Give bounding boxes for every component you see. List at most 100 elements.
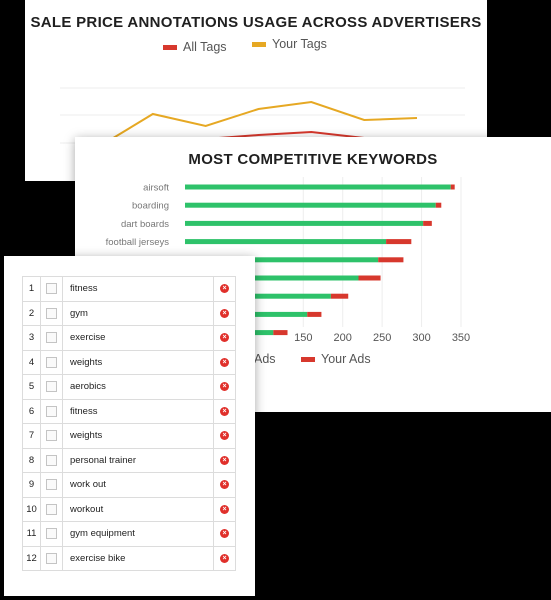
delete-cell[interactable]: × xyxy=(214,399,236,424)
table-row[interactable]: 1 fitness × xyxy=(23,277,236,302)
delete-icon[interactable]: × xyxy=(220,480,229,489)
bar-your-ads xyxy=(386,239,411,244)
delete-cell[interactable]: × xyxy=(214,522,236,547)
delete-cell[interactable]: × xyxy=(214,448,236,473)
delete-icon[interactable]: × xyxy=(220,505,229,514)
legend-item-ads: Ads xyxy=(254,352,276,366)
delete-cell[interactable]: × xyxy=(214,375,236,400)
bar-your-ads xyxy=(378,257,403,262)
table-row[interactable]: 2 gym × xyxy=(23,301,236,326)
delete-icon[interactable]: × xyxy=(220,284,229,293)
x-tick-label: 350 xyxy=(452,332,470,344)
table-row[interactable]: 8 personal trainer × xyxy=(23,448,236,473)
keyword-text: fitness xyxy=(63,399,214,424)
row-number: 9 xyxy=(23,473,41,498)
row-number: 8 xyxy=(23,448,41,473)
x-tick-label: 300 xyxy=(412,332,430,344)
table-row[interactable]: 10 workout × xyxy=(23,497,236,522)
table-row[interactable]: 9 work out × xyxy=(23,473,236,498)
table-row[interactable]: 3 exercise × xyxy=(23,326,236,351)
delete-icon[interactable]: × xyxy=(220,554,229,563)
keyword-table-card: 1 fitness × 2 gym × 3 exercise × 4 weights × 5 aerobi… xyxy=(4,256,255,596)
row-checkbox-cell[interactable] xyxy=(41,522,63,547)
table-row[interactable]: 6 fitness × xyxy=(23,399,236,424)
delete-icon[interactable]: × xyxy=(220,407,229,416)
category-label: boarding xyxy=(132,201,169,212)
delete-cell[interactable]: × xyxy=(214,277,236,302)
row-checkbox-cell[interactable] xyxy=(41,375,63,400)
table-row[interactable]: 12 exercise bike × xyxy=(23,546,236,571)
keyword-table: 1 fitness × 2 gym × 3 exercise × 4 weights × 5 aerobi… xyxy=(22,276,236,571)
delete-icon[interactable]: × xyxy=(220,333,229,342)
row-checkbox-cell[interactable] xyxy=(41,350,63,375)
row-checkbox-cell[interactable] xyxy=(41,497,63,522)
row-checkbox[interactable] xyxy=(46,553,57,564)
table-row[interactable]: 11 gym equipment × xyxy=(23,522,236,547)
table-row[interactable]: 5 aerobics × xyxy=(23,375,236,400)
delete-icon[interactable]: × xyxy=(220,382,229,391)
delete-cell[interactable]: × xyxy=(214,350,236,375)
row-number: 11 xyxy=(23,522,41,547)
row-checkbox-cell[interactable] xyxy=(41,473,63,498)
delete-cell[interactable]: × xyxy=(214,473,236,498)
legend-label-ads: Ads xyxy=(254,352,276,366)
keyword-text: weights xyxy=(63,424,214,449)
x-tick-label: 150 xyxy=(294,332,312,344)
row-checkbox[interactable] xyxy=(46,381,57,392)
row-checkbox[interactable] xyxy=(46,406,57,417)
row-checkbox[interactable] xyxy=(46,283,57,294)
row-checkbox[interactable] xyxy=(46,308,57,319)
keyword-text: fitness xyxy=(63,277,214,302)
delete-icon[interactable]: × xyxy=(220,456,229,465)
row-checkbox[interactable] xyxy=(46,455,57,466)
bar-your-ads xyxy=(358,276,380,281)
row-checkbox-cell[interactable] xyxy=(41,546,63,571)
bar-your-ads xyxy=(423,221,432,226)
delete-icon[interactable]: × xyxy=(220,309,229,318)
delete-icon[interactable]: × xyxy=(220,358,229,367)
row-number: 12 xyxy=(23,546,41,571)
keyword-text: weights xyxy=(63,350,214,375)
row-checkbox[interactable] xyxy=(46,479,57,490)
row-checkbox-cell[interactable] xyxy=(41,399,63,424)
row-number: 3 xyxy=(23,326,41,351)
category-label: airsoft xyxy=(143,183,169,194)
row-checkbox[interactable] xyxy=(46,504,57,515)
keyword-text: workout xyxy=(63,497,214,522)
row-checkbox-cell[interactable] xyxy=(41,448,63,473)
legend-label-your-ads: Your Ads xyxy=(321,352,371,366)
delete-cell[interactable]: × xyxy=(214,301,236,326)
row-checkbox-cell[interactable] xyxy=(41,301,63,326)
row-checkbox[interactable] xyxy=(46,357,57,368)
row-number: 7 xyxy=(23,424,41,449)
row-number: 6 xyxy=(23,399,41,424)
bar-your-ads xyxy=(436,203,442,208)
category-label: football jerseys xyxy=(106,237,170,248)
x-tick-label: 250 xyxy=(373,332,391,344)
delete-cell[interactable]: × xyxy=(214,497,236,522)
row-checkbox[interactable] xyxy=(46,430,57,441)
delete-cell[interactable]: × xyxy=(214,424,236,449)
delete-cell[interactable]: × xyxy=(214,546,236,571)
delete-icon[interactable]: × xyxy=(220,431,229,440)
row-checkbox[interactable] xyxy=(46,528,57,539)
table-row[interactable]: 7 weights × xyxy=(23,424,236,449)
bar-your-ads xyxy=(451,185,455,190)
row-checkbox[interactable] xyxy=(46,332,57,343)
bar-ads xyxy=(185,203,436,208)
row-checkbox-cell[interactable] xyxy=(41,424,63,449)
bar-ads xyxy=(185,239,386,244)
keyword-text: aerobics xyxy=(63,375,214,400)
row-checkbox-cell[interactable] xyxy=(41,326,63,351)
keyword-text: exercise bike xyxy=(63,546,214,571)
row-checkbox-cell[interactable] xyxy=(41,277,63,302)
keyword-text: gym equipment xyxy=(63,522,214,547)
delete-cell[interactable]: × xyxy=(214,326,236,351)
table-row[interactable]: 4 weights × xyxy=(23,350,236,375)
row-number: 2 xyxy=(23,301,41,326)
keyword-text: personal trainer xyxy=(63,448,214,473)
row-number: 4 xyxy=(23,350,41,375)
delete-icon[interactable]: × xyxy=(220,529,229,538)
keyword-text: work out xyxy=(63,473,214,498)
row-number: 5 xyxy=(23,375,41,400)
